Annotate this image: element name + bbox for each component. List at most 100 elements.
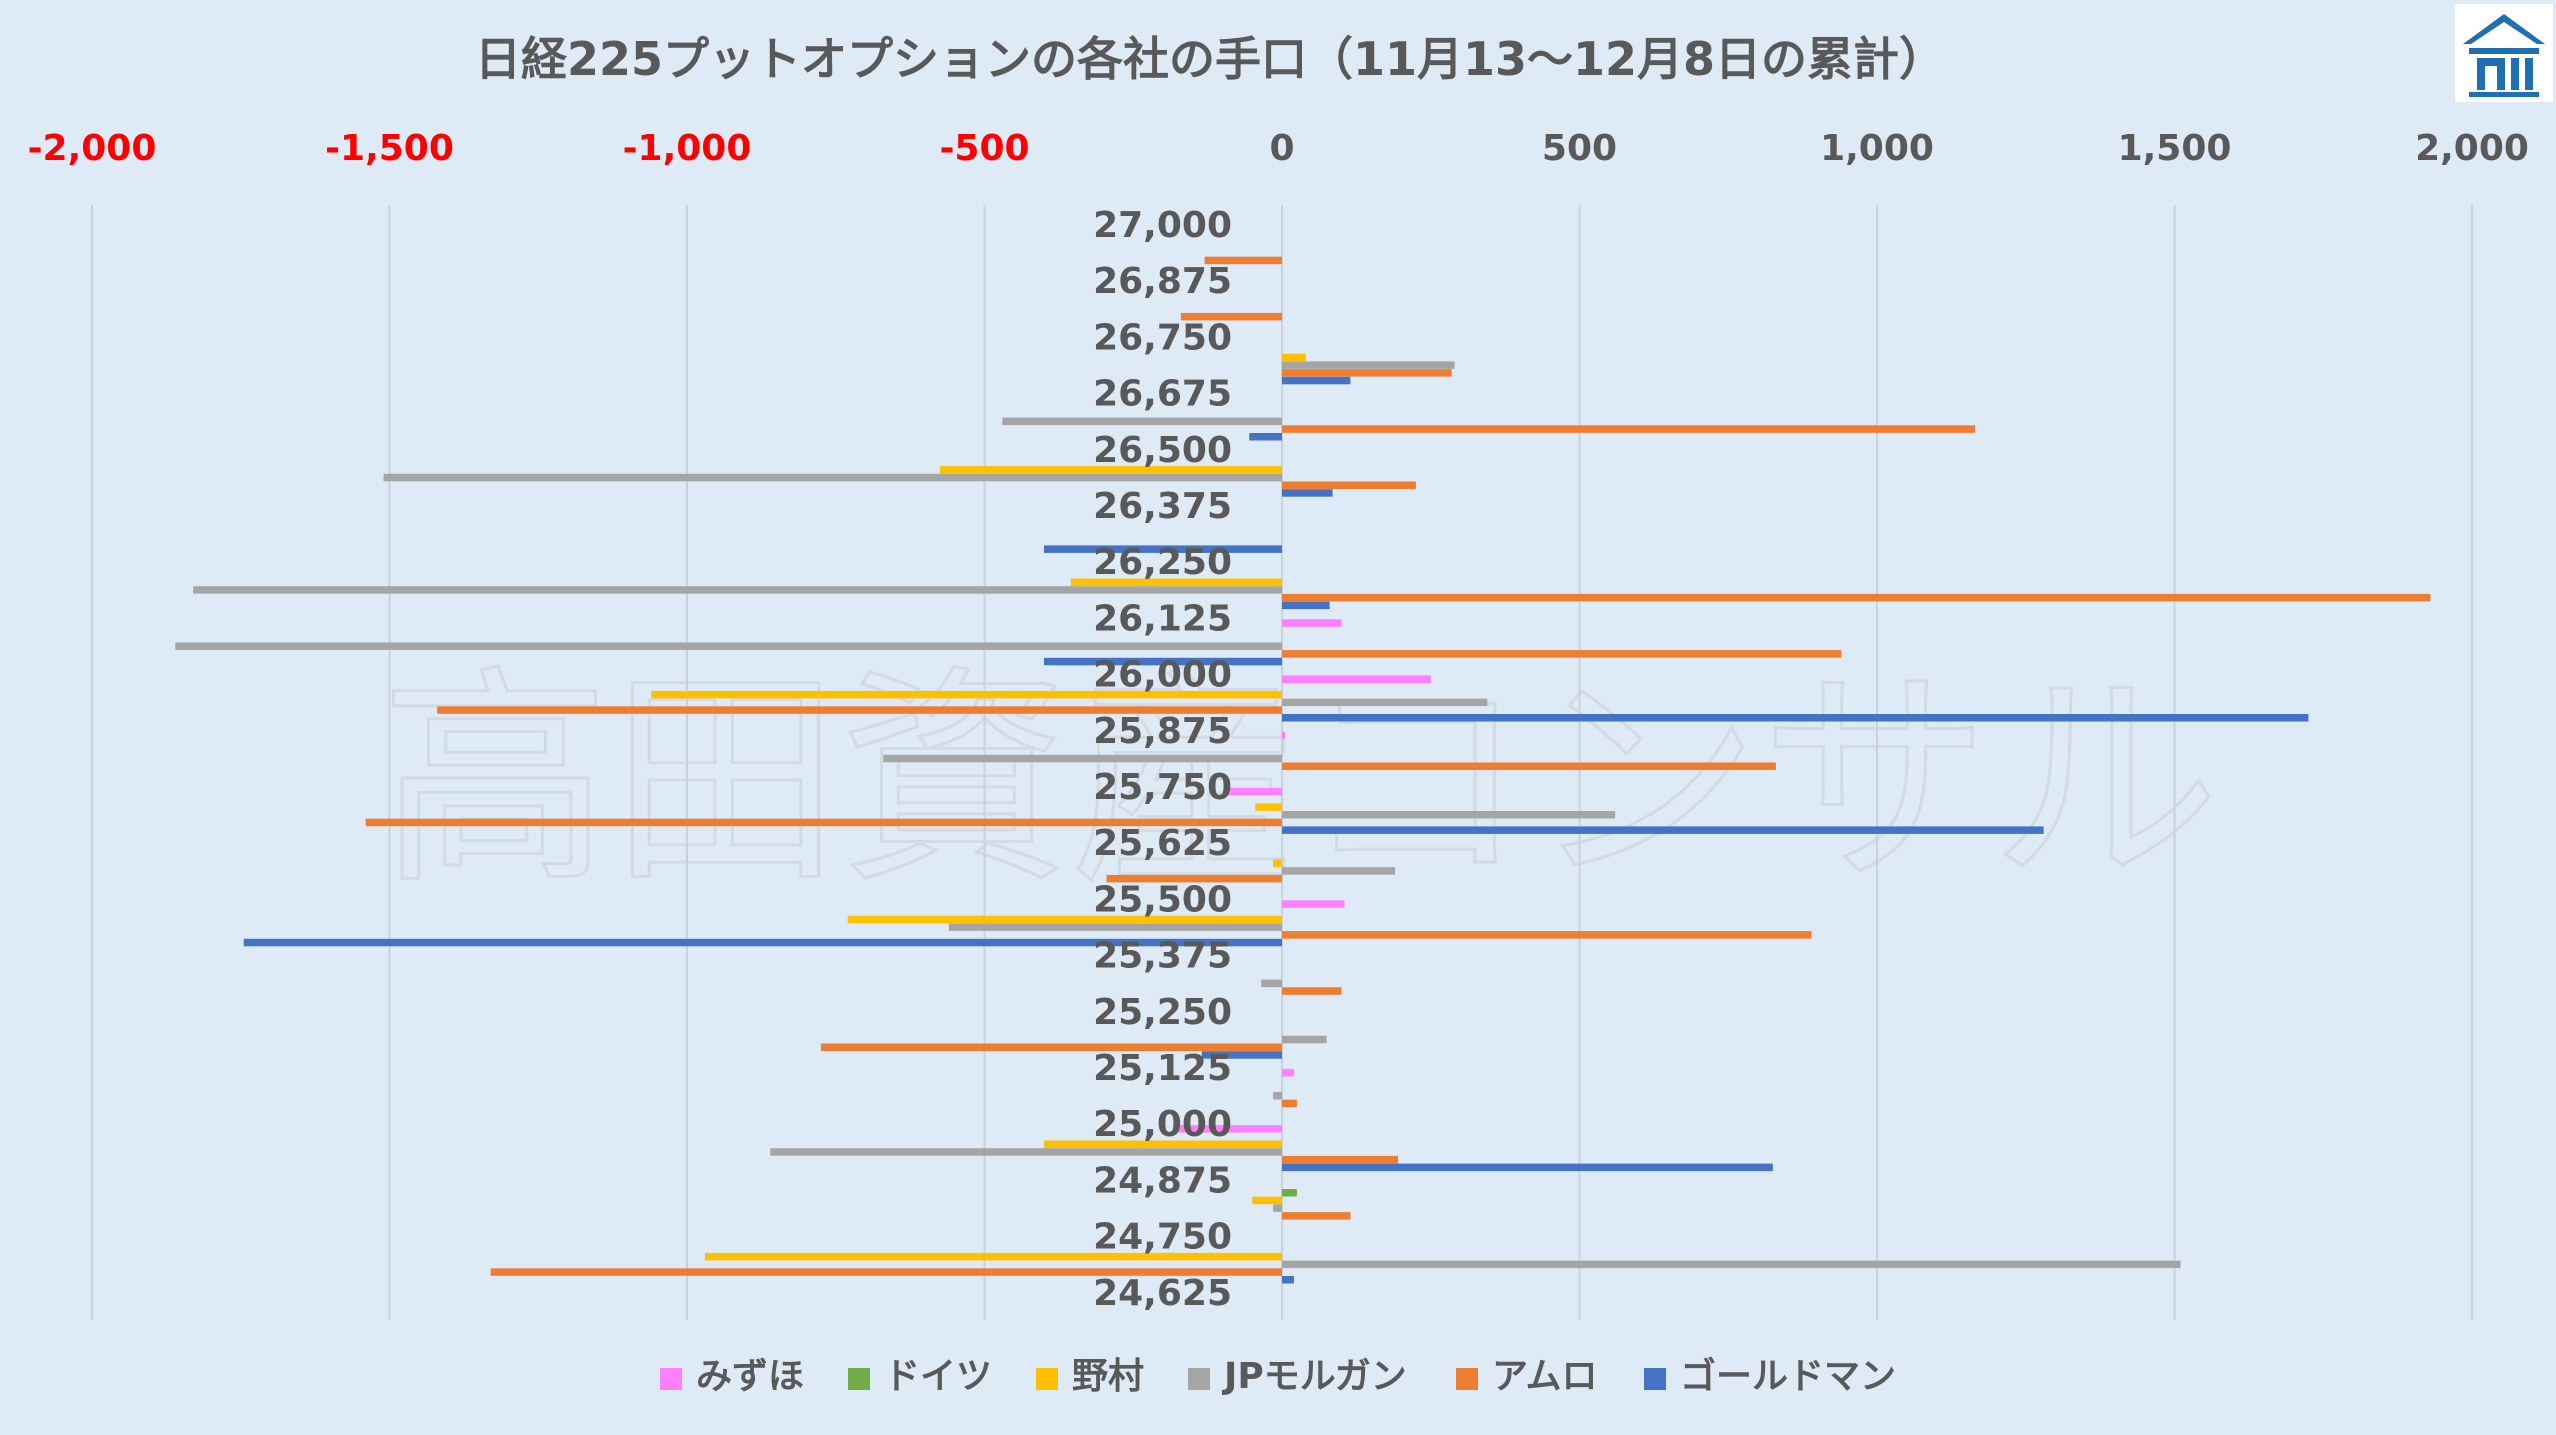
bar-JPモルガン-24,875 [1273,1204,1282,1212]
bar-ゴールドマン-25,000 [1282,1163,1773,1172]
bar-series [175,256,2431,1284]
bar-ゴールドマン-26,375 [1044,545,1282,553]
y-category-label: 25,250 [1093,992,1232,1033]
bar-野村-26,250 [1070,578,1282,586]
y-category-label: 26,125 [1093,598,1232,639]
x-tick-label: 0 [1269,128,1294,169]
bar-野村-25,625 [1273,859,1282,867]
y-category-label: 26,875 [1093,261,1232,302]
bar-ゴールドマン-26,000 [1282,714,2309,722]
bar-JPモルガン-25,125 [1273,1092,1282,1100]
bar-JPモルガン-26,000 [1282,698,1488,707]
x-tick-label: 1,500 [2118,128,2232,169]
bar-アムロ-26,125 [1282,650,1842,658]
y-category-label: 26,250 [1093,542,1232,583]
bar-みずほ-26,000 [1282,675,1431,683]
building-logo-icon [2455,4,2553,102]
bar-JPモルガン-26,750 [1282,361,1455,369]
bar-アムロ-25,875 [1282,762,1776,770]
y-category-label: 25,125 [1093,1048,1232,1089]
bar-ゴールドマン-26,675 [1249,433,1282,441]
x-tick-label: -500 [939,128,1029,169]
x-tick-label: -2,000 [28,128,157,169]
bar-野村-25,750 [1255,803,1282,811]
y-category-label: 25,750 [1093,767,1232,808]
legend-label: JPモルガン [1221,1356,1407,1397]
bar-野村-25,500 [847,915,1282,924]
legend-swatch [1188,1368,1210,1390]
y-category-label: 25,875 [1093,711,1232,752]
legend: みずほ ドイツ 野村 JPモルガン アムロ ゴールドマン [660,1355,1896,1397]
legend-label: みずほ [696,1356,804,1397]
bar-みずほ-25,750 [1225,787,1282,796]
bar-野村-26,750 [1282,353,1306,362]
bar-アムロ-26,750 [1282,369,1452,377]
bar-ゴールドマン-26,750 [1282,376,1351,385]
bar-みずほ-25,500 [1282,900,1345,908]
bar-JPモルガン-25,500 [948,923,1282,931]
chart-title: 日経225プットオプションの各社の手口（11月13～12月8日の累計） [475,32,1945,86]
y-category-label: 24,875 [1093,1160,1232,1201]
bar-ドイツ-24,875 [1282,1189,1297,1197]
bar-アムロ-26,875 [1180,312,1282,321]
bar-ゴールドマン-26,500 [1282,489,1333,497]
y-category-label: 25,000 [1093,1104,1232,1145]
bar-アムロ-26,675 [1282,425,1976,433]
bar-みずほ-25,000 [1174,1125,1282,1133]
bar-JPモルガン-25,000 [770,1148,1282,1156]
bar-ゴールドマン-26,125 [1044,657,1282,666]
x-tick-label: 500 [1542,128,1617,169]
x-axis-tick-labels: -2,000 -1,500 -1,000 -500 0 500 1,000 1,500 2,00… [28,128,2529,169]
x-tick-label: 1,000 [1820,128,1934,169]
y-category-label: 26,375 [1093,486,1232,527]
legend-swatch [1036,1368,1058,1390]
y-category-label: 26,500 [1093,430,1232,471]
legend-swatch [1456,1368,1478,1390]
bar-JPモルガン-24,750 [1282,1260,2181,1269]
y-category-label: 25,500 [1093,879,1232,920]
x-tick-label: -1,000 [623,128,752,169]
bar-野村-26,000 [651,690,1282,699]
x-tick-label: 2,000 [2415,128,2529,169]
bar-JPモルガン-25,875 [883,754,1282,763]
bar-JPモルガン-25,375 [1261,979,1282,988]
bar-ゴールドマン-25,500 [243,938,1283,947]
bar-アムロ-25,375 [1282,987,1342,995]
y-category-label: 24,625 [1093,1273,1232,1314]
y-category-label: 26,675 [1093,374,1232,415]
bar-アムロ-26,250 [1282,593,2431,602]
y-category-label: 27,000 [1093,205,1232,246]
bar-JPモルガン-26,250 [193,586,1282,594]
legend-label: 野村 [1072,1356,1144,1397]
bar-JPモルガン-26,125 [175,642,1282,650]
legend-swatch [660,1368,682,1390]
bar-野村-25,000 [1044,1140,1282,1148]
bar-野村-24,750 [704,1252,1282,1261]
bar-アムロ-25,250 [820,1043,1282,1051]
watermark-text: 高田資産コンサル [380,648,2220,915]
bar-アムロ-24,875 [1282,1212,1351,1220]
bar-アムロ-26,500 [1282,481,1416,489]
y-category-label: 24,750 [1093,1217,1232,1258]
bar-JPモルガン-26,675 [1002,417,1282,426]
y-category-label: 25,375 [1093,936,1232,977]
bar-アムロ-25,625 [1106,874,1282,883]
y-category-label: 26,750 [1093,317,1232,358]
bar-アムロ-25,000 [1282,1155,1399,1164]
y-category-label: 25,625 [1093,823,1232,864]
bar-野村-24,875 [1252,1196,1282,1205]
bar-ゴールドマン-24,750 [1282,1276,1294,1284]
legend-swatch [1644,1368,1666,1390]
x-tick-label: -1,500 [325,128,454,169]
bar-アムロ-25,125 [1282,1099,1297,1108]
bar-JPモルガン-25,750 [1282,811,1616,819]
bar-みずほ-25,875 [1282,731,1285,740]
bar-アムロ-26,000 [437,706,1283,714]
bar-アムロ-24,750 [490,1268,1282,1276]
bar-みずほ-26,125 [1282,619,1342,627]
bar-アムロ-25,750 [365,818,1282,827]
bar-ゴールドマン-25,750 [1282,826,2044,834]
y-category-label: 26,000 [1093,655,1232,696]
bar-みずほ-25,125 [1282,1068,1294,1077]
